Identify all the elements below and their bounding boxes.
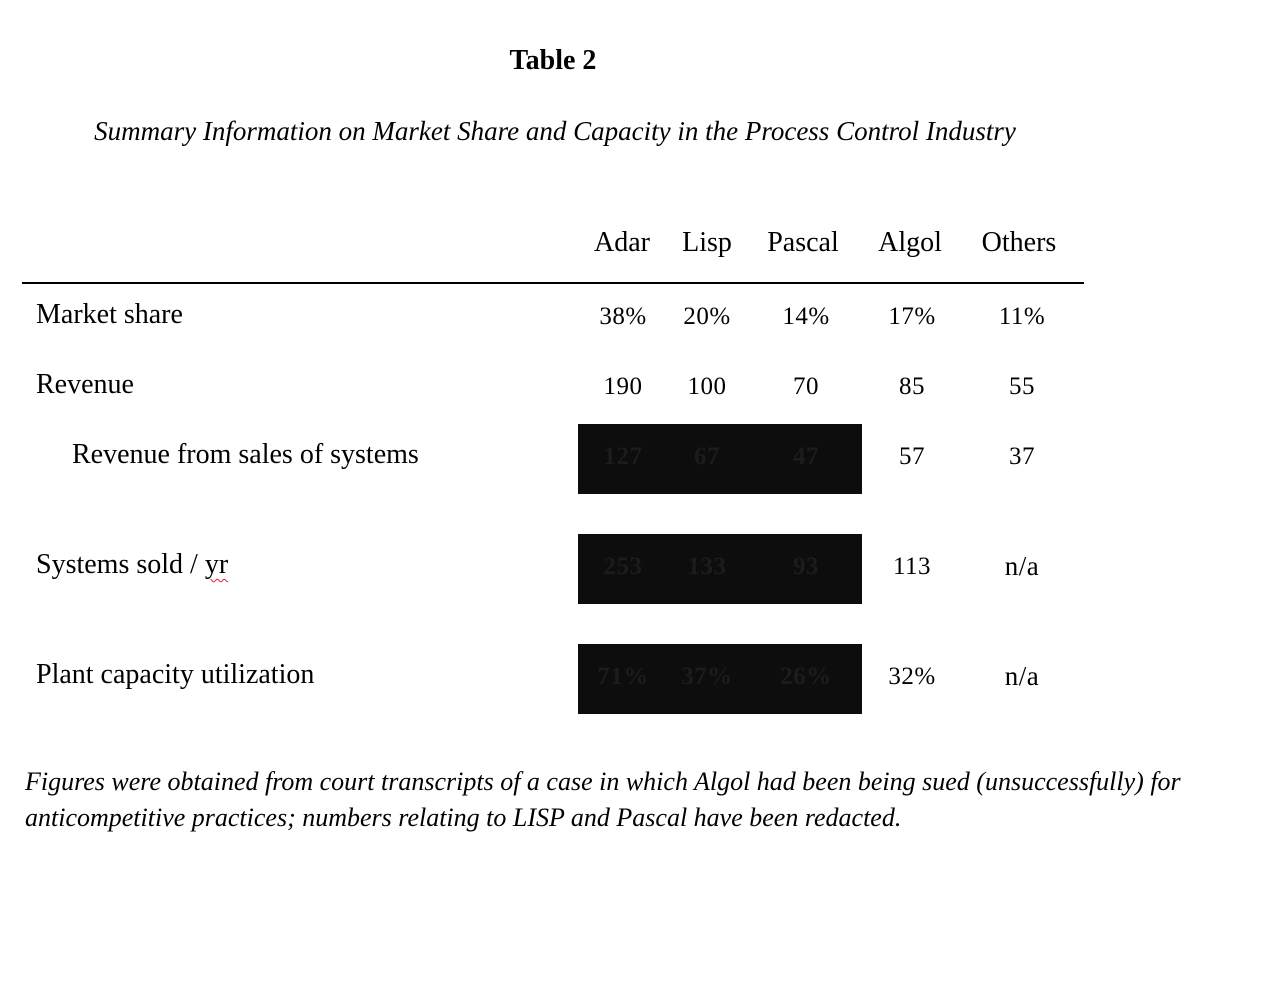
table-cell: 17% bbox=[888, 303, 936, 330]
column-header-others: Others bbox=[981, 227, 1057, 258]
redacted-cell: 253 bbox=[603, 553, 643, 580]
column-header-algol: Algol bbox=[878, 227, 942, 258]
table-cell: 37 bbox=[1009, 443, 1035, 470]
redacted-cell: 71% bbox=[597, 663, 649, 690]
redacted-cell: 37% bbox=[681, 663, 733, 690]
redacted-cell: 47 bbox=[793, 443, 819, 470]
redaction-block bbox=[578, 424, 862, 494]
table-cell: 14% bbox=[782, 303, 830, 330]
column-header-pascal: Pascal bbox=[767, 227, 839, 258]
spellcheck-flagged-word[interactable]: yr bbox=[204, 549, 229, 580]
redaction-block bbox=[578, 534, 862, 604]
redacted-cell: 67 bbox=[694, 443, 720, 470]
table-cell: 57 bbox=[899, 443, 925, 470]
table-cell: 32% bbox=[888, 663, 936, 690]
table-cell: n/a bbox=[1004, 551, 1040, 581]
redacted-cell: 127 bbox=[603, 443, 643, 470]
header-rule bbox=[22, 282, 1084, 284]
redacted-cell: 133 bbox=[687, 553, 727, 580]
row-label-revenue-from-sales: Revenue from sales of systems bbox=[72, 439, 419, 470]
column-header-adar: Adar bbox=[594, 227, 650, 258]
row-label-revenue: Revenue bbox=[36, 369, 134, 400]
row-label-market-share: Market share bbox=[36, 299, 183, 330]
table-cell: 38% bbox=[599, 303, 647, 330]
column-header-lisp: Lisp bbox=[682, 227, 732, 258]
table-title: Table 2 bbox=[509, 45, 597, 76]
table-cell: 113 bbox=[892, 553, 932, 580]
table-footnote: Figures were obtained from court transcr… bbox=[25, 767, 1181, 832]
table-cell: n/a bbox=[1004, 661, 1040, 691]
redacted-cell: 26% bbox=[780, 663, 832, 690]
table-cell: 20% bbox=[683, 303, 731, 330]
table-cell: 70 bbox=[793, 373, 819, 400]
table-cell: 100 bbox=[687, 373, 727, 400]
table-subtitle: Summary Information on Market Share and … bbox=[94, 116, 1016, 146]
table-cell: 11% bbox=[998, 303, 1046, 330]
row-label-text: Systems sold / bbox=[36, 549, 205, 580]
table-cell: 85 bbox=[899, 373, 925, 400]
redaction-block bbox=[578, 644, 862, 714]
row-label-systems-sold: Systems sold / yr bbox=[36, 549, 228, 581]
table-cell: 190 bbox=[603, 373, 643, 400]
redacted-cell: 93 bbox=[793, 553, 819, 580]
row-label-plant-capacity: Plant capacity utilization bbox=[36, 659, 315, 690]
table-cell: 55 bbox=[1009, 373, 1035, 400]
